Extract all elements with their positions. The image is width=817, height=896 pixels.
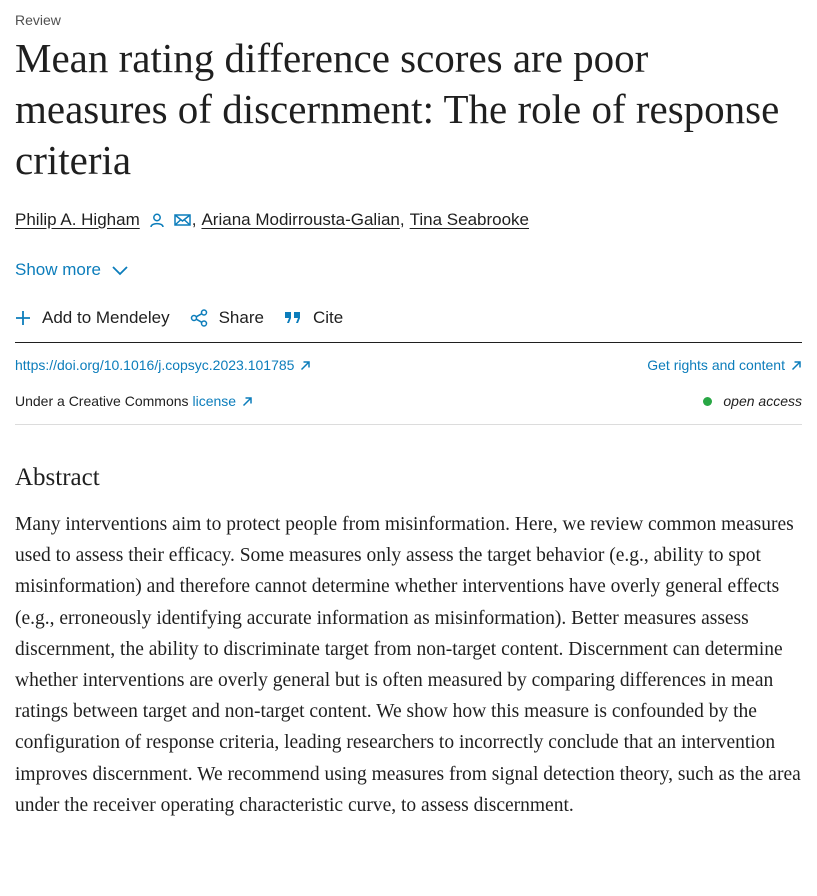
external-link-icon bbox=[791, 360, 801, 370]
share-icon bbox=[190, 309, 207, 327]
show-more-button[interactable]: Show more bbox=[15, 260, 129, 280]
abstract-text: Many interventions aim to protect people… bbox=[15, 514, 801, 816]
author-separator: , bbox=[191, 210, 197, 229]
envelope-icon[interactable] bbox=[174, 211, 192, 229]
open-access-dot-icon bbox=[703, 396, 713, 406]
show-more-label: Show more bbox=[15, 260, 101, 279]
toolbar-divider bbox=[15, 342, 802, 343]
author-2-link[interactable]: Ariana Modirrousta-Galian bbox=[201, 210, 400, 229]
author-list: Philip A. Higham , Ariana Modirrousta-Ga… bbox=[15, 210, 529, 230]
author-3-link[interactable]: Tina Seabrooke bbox=[409, 210, 530, 229]
open-access-badge: open access bbox=[703, 393, 802, 409]
plus-icon bbox=[16, 311, 30, 325]
license-statement: Under a Creative Commons license bbox=[15, 393, 253, 409]
rights-link[interactable]: Get rights and content bbox=[647, 357, 802, 373]
license-link[interactable]: license bbox=[193, 393, 254, 409]
add-to-mendeley-button[interactable]: Add to Mendeley bbox=[15, 308, 170, 328]
open-access-label: open access bbox=[723, 393, 802, 409]
quote-icon bbox=[284, 312, 300, 323]
doi-link[interactable]: https://doi.org/10.1016/j.copsyc.2023.10… bbox=[15, 357, 311, 373]
external-link-icon bbox=[243, 396, 252, 406]
external-link-icon bbox=[301, 360, 311, 370]
author-separator: , bbox=[399, 210, 405, 229]
article-toolbar: Add to Mendeley Share Cite bbox=[15, 308, 363, 328]
author-1-link[interactable]: Philip A. Higham bbox=[15, 210, 140, 229]
cite-button[interactable]: Cite bbox=[284, 308, 343, 328]
license-link-text: license bbox=[192, 393, 237, 409]
doi-text: https://doi.org/10.1016/j.copsyc.2023.10… bbox=[15, 357, 295, 373]
cite-label: Cite bbox=[312, 308, 344, 327]
license-prefix: Under a Creative Commons bbox=[15, 393, 189, 409]
share-button[interactable]: Share bbox=[190, 308, 264, 328]
section-divider bbox=[15, 424, 802, 425]
article-title: Mean rating difference scores are poor m… bbox=[15, 35, 780, 183]
mendeley-label: Add to Mendeley bbox=[42, 308, 170, 327]
chevron-down-icon bbox=[112, 266, 128, 276]
share-label: Share bbox=[218, 308, 264, 327]
article-type: Review bbox=[15, 12, 61, 28]
abstract-heading: Abstract bbox=[15, 464, 100, 491]
rights-text: Get rights and content bbox=[647, 357, 785, 373]
person-icon[interactable] bbox=[148, 211, 166, 229]
